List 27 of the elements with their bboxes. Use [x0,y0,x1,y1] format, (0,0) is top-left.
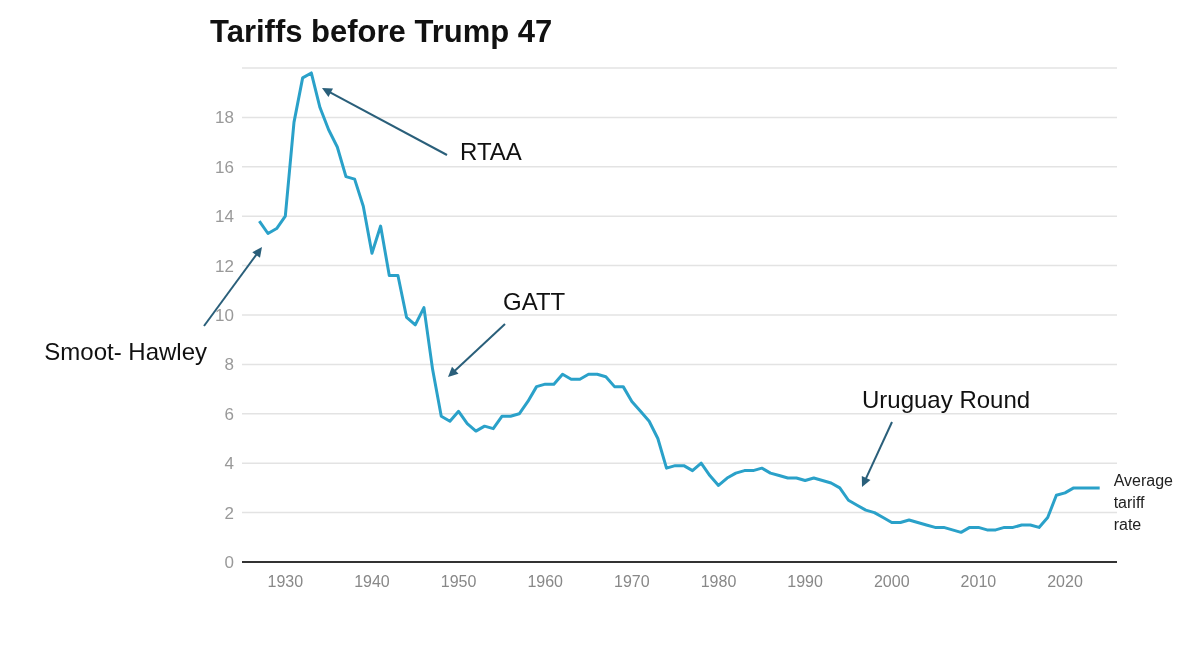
y-tick-label: 6 [224,404,234,424]
x-tick-label: 2010 [960,573,997,591]
annotation: RTAA [460,138,522,165]
series-label: Average tariff rate [1113,471,1174,533]
x-tick-label: 1970 [614,573,650,591]
x-tick-label: 2020 [1047,573,1083,591]
text: Smoot- Hawley [44,338,207,365]
x-tick-label: 1950 [440,573,477,591]
x-tick-label: 1990 [787,573,824,591]
y-tick-label: 0 [224,553,234,573]
annotation: Uruguay Round [862,386,1031,413]
line-series [257,71,1102,534]
x-tick-label: 1940 [354,573,390,591]
y-tick-label: 12 [215,256,234,276]
x-tick-label: 1930 [267,573,304,591]
y-tick-label: 8 [224,355,234,375]
y-tick-label: 16 [215,157,234,177]
x-tick-label: 1980 [700,573,737,591]
annotation: GATT [503,288,566,315]
y-tick-label: 14 [215,207,234,227]
y-tick-label: 18 [215,108,234,128]
y-tick-label: 4 [224,454,234,474]
y-tick-label: 10 [215,306,234,326]
chart-title: Tariffs before Trump 47 [210,14,553,50]
x-tick-label: 2000 [873,573,910,591]
y-tick-label: 2 [224,503,234,523]
x-tick-label: 1960 [527,573,564,591]
